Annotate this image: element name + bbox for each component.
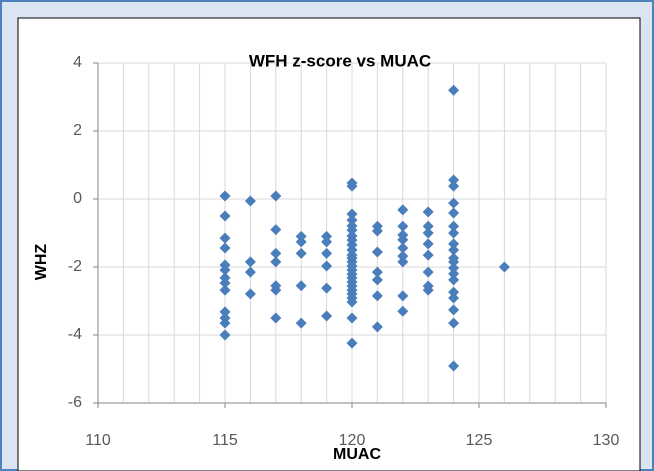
point	[321, 236, 333, 248]
point	[321, 282, 333, 294]
point	[244, 288, 256, 300]
point	[219, 190, 231, 202]
point	[244, 256, 256, 268]
point	[219, 264, 231, 276]
point	[448, 317, 460, 329]
point	[371, 246, 383, 258]
point	[270, 284, 282, 296]
point	[219, 232, 231, 244]
point	[422, 227, 434, 239]
point	[422, 238, 434, 250]
y-tick-label: -6	[68, 394, 82, 411]
point	[397, 305, 409, 317]
y-tick-label: 4	[73, 54, 82, 71]
point	[219, 329, 231, 341]
point	[448, 286, 460, 298]
point	[219, 242, 231, 254]
point	[371, 225, 383, 237]
point	[448, 292, 460, 304]
point	[422, 266, 434, 278]
point	[448, 244, 460, 256]
point	[397, 204, 409, 216]
point	[397, 220, 409, 232]
point	[397, 290, 409, 302]
point	[219, 284, 231, 296]
point	[498, 261, 510, 273]
point	[448, 197, 460, 209]
point	[448, 180, 460, 192]
point	[321, 247, 333, 259]
x-axis-label: MUAC	[333, 446, 381, 463]
point	[270, 190, 282, 202]
point	[397, 256, 409, 268]
point	[448, 227, 460, 239]
point	[448, 84, 460, 96]
point	[270, 224, 282, 236]
point	[448, 256, 460, 268]
x-tick-label: 115	[212, 432, 238, 449]
point	[321, 260, 333, 272]
point	[448, 262, 460, 274]
point	[346, 312, 358, 324]
x-tick-label: 125	[466, 432, 493, 449]
point	[295, 280, 307, 292]
x-tick-label: 120	[339, 432, 366, 449]
chart-title: WFH z-score vs MUAC	[249, 51, 431, 70]
point	[371, 274, 383, 286]
point	[448, 360, 460, 372]
point	[448, 268, 460, 280]
point	[397, 242, 409, 254]
point	[270, 312, 282, 324]
point	[295, 317, 307, 329]
y-tick-label: -4	[68, 326, 82, 343]
point	[448, 174, 460, 186]
point	[422, 206, 434, 218]
point	[244, 195, 256, 207]
point	[371, 321, 383, 333]
point	[346, 337, 358, 349]
point	[346, 296, 358, 308]
point	[219, 317, 231, 329]
y-tick-label: 2	[73, 122, 82, 139]
x-tick-label: 110	[85, 432, 111, 449]
point	[346, 180, 358, 192]
point	[295, 236, 307, 248]
y-axis-label: WHZ	[33, 244, 50, 281]
point	[346, 208, 358, 220]
y-tick-label: 0	[73, 190, 82, 207]
point	[219, 277, 231, 289]
y-tick-label: -2	[68, 258, 82, 275]
point	[397, 250, 409, 262]
point	[295, 247, 307, 259]
point	[448, 238, 460, 250]
point	[270, 256, 282, 268]
point	[321, 310, 333, 322]
point	[270, 247, 282, 259]
point	[371, 290, 383, 302]
point	[448, 220, 460, 232]
point	[346, 224, 358, 236]
point	[346, 214, 358, 226]
point	[371, 266, 383, 278]
point	[422, 284, 434, 296]
point	[244, 266, 256, 278]
point	[422, 249, 434, 261]
point	[397, 234, 409, 246]
point	[219, 306, 231, 318]
point	[219, 210, 231, 222]
point	[448, 274, 460, 286]
x-tick-label: 130	[593, 432, 620, 449]
point	[422, 220, 434, 232]
point	[448, 207, 460, 219]
point	[448, 304, 460, 316]
